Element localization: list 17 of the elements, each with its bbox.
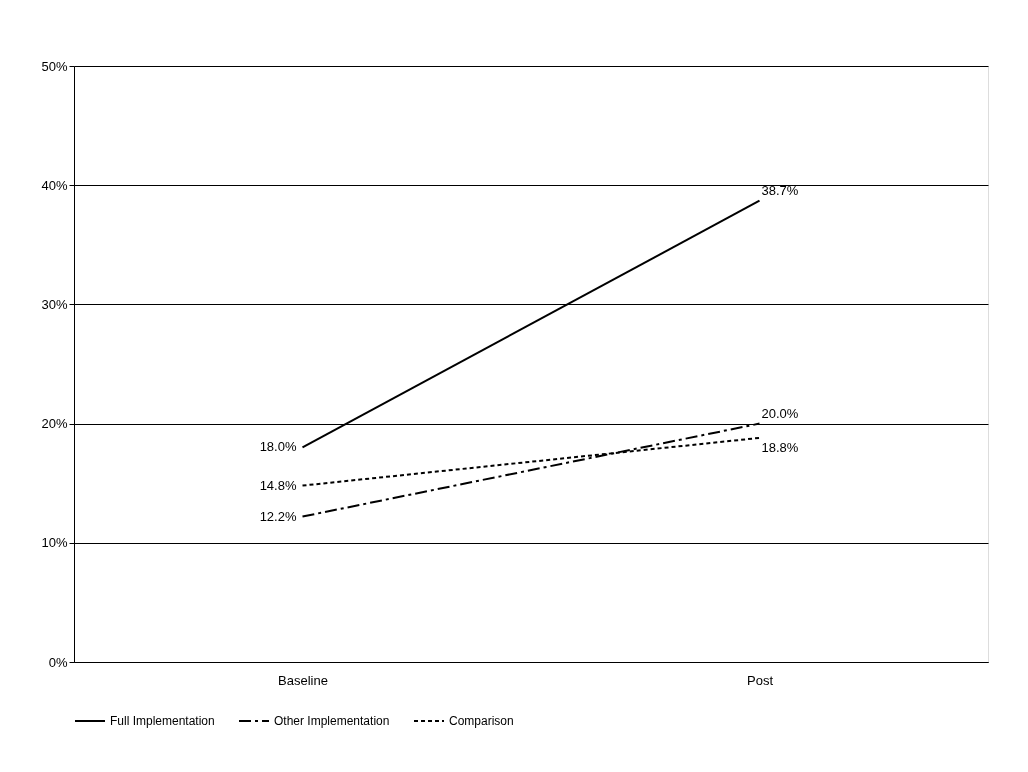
legend-label: Full Implementation: [110, 714, 215, 728]
legend-label: Other Implementation: [274, 714, 390, 728]
x-tick-label: Baseline: [278, 672, 328, 688]
y-tick-label: 20%: [41, 416, 68, 432]
data-label: 18.8%: [761, 439, 799, 455]
data-label: 20.0%: [761, 405, 799, 421]
y-tick-label: 30%: [41, 296, 68, 312]
data-label: 14.8%: [259, 477, 297, 493]
y-tick-label: 50%: [41, 58, 68, 74]
y-tick-label: 0%: [48, 654, 68, 670]
y-tick-label: 40%: [41, 177, 68, 193]
legend-label: Comparison: [449, 714, 514, 728]
data-label: 12.2%: [259, 508, 297, 524]
data-label: 38.7%: [761, 182, 799, 198]
data-label: 18.0%: [259, 439, 297, 455]
y-tick-label: 10%: [41, 535, 68, 551]
x-tick-label: Post: [746, 672, 774, 688]
